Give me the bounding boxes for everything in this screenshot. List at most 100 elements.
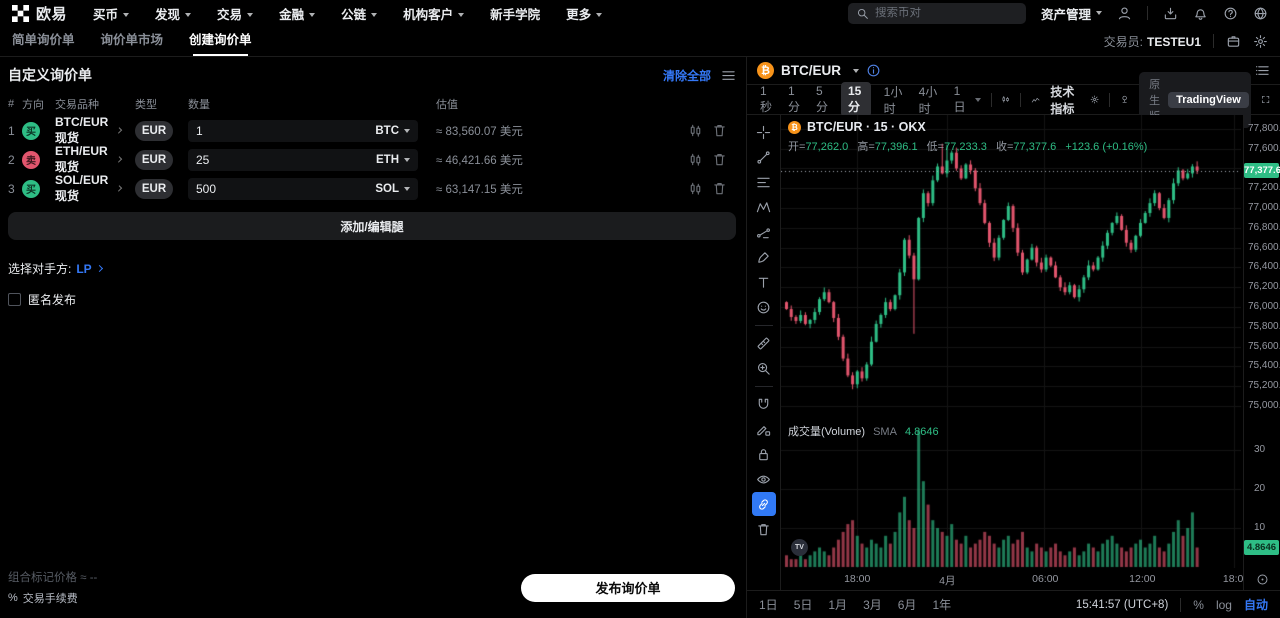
tab-create-rfq[interactable]: 创建询价单 [189, 26, 252, 56]
currency-pill[interactable]: EUR [135, 149, 173, 170]
fullscreen-icon[interactable] [1261, 92, 1270, 107]
tradingview-watermark-logo[interactable]: TV [791, 539, 808, 556]
nav-chain[interactable]: 公链 [341, 4, 378, 23]
brush-icon[interactable] [752, 245, 776, 269]
percent-scale-button[interactable]: % [1193, 597, 1204, 612]
range-1y[interactable]: 1年 [932, 598, 952, 612]
fib-retracement-icon[interactable] [752, 170, 776, 194]
timeframe-15m[interactable]: 15分 [841, 82, 871, 117]
ruler-icon[interactable] [752, 331, 776, 355]
log-scale-button[interactable]: log [1215, 597, 1232, 612]
column-settings-icon[interactable] [721, 68, 736, 83]
assets-menu[interactable]: 资产管理 [1041, 4, 1102, 23]
delete-leg-icon[interactable] [712, 123, 727, 138]
language-globe-icon[interactable] [1253, 6, 1268, 21]
unit-dropdown[interactable]: SOL [375, 183, 410, 195]
notifications-bell-icon[interactable] [1193, 6, 1208, 21]
nav-buy-crypto[interactable]: 买币 [93, 4, 130, 23]
delete-leg-icon[interactable] [712, 181, 727, 196]
amount-input[interactable] [196, 123, 370, 138]
chevron-down-icon[interactable] [853, 68, 859, 73]
amount-input[interactable] [196, 181, 370, 196]
instrument-selector[interactable]: ETH/EUR 现货 [55, 144, 135, 175]
nav-trade[interactable]: 交易 [217, 4, 254, 23]
hide-drawings-icon[interactable] [752, 467, 776, 491]
range-3mo[interactable]: 3月 [863, 598, 882, 612]
unit-dropdown[interactable]: BTC [375, 125, 410, 137]
chart-menu-icon[interactable] [1255, 63, 1270, 78]
user-icon[interactable] [1117, 6, 1132, 21]
text-icon[interactable] [752, 270, 776, 294]
unit-dropdown[interactable]: ETH [376, 154, 410, 166]
lock-drawings-icon[interactable] [752, 442, 776, 466]
chart-plot-area[interactable]: ₿ BTC/EUR · 15 · OKX 开=77,262.0 高=77,396… [781, 115, 1243, 568]
search-input[interactable] [874, 7, 995, 19]
nav-institutional[interactable]: 机构客户 [403, 4, 465, 23]
nav-more[interactable]: 更多 [566, 4, 603, 23]
add-edit-legs-button[interactable]: 添加/编辑腿 [8, 212, 736, 240]
draw-lock-icon[interactable] [752, 417, 776, 441]
timeframe-4h[interactable]: 4小时 [918, 84, 938, 116]
timeframe-1s[interactable]: 1秒 [760, 84, 773, 114]
forecast-icon[interactable] [752, 220, 776, 244]
zoom-in-icon[interactable] [752, 356, 776, 380]
chart-toolbar: 1秒 1分 5分 15分 1小时 4小时 1日 技术指标 原生版 Trading… [747, 71, 1280, 128]
counterparty-link[interactable]: LP [76, 261, 92, 276]
range-5d[interactable]: 5日 [793, 598, 813, 612]
settings-gear-icon[interactable] [1253, 34, 1268, 49]
clock-utc[interactable]: 15:41:57 (UTC+8) [1075, 598, 1169, 611]
timeframe-1d[interactable]: 1日 [953, 84, 966, 114]
nav-label: 金融 [279, 7, 305, 22]
symbol-title[interactable]: BTC/EUR [781, 63, 841, 78]
link-drawings-icon[interactable] [751, 492, 776, 516]
price-axis[interactable]: 77,377.6 4.8646 77,800.077,600.077,400.0… [1243, 115, 1280, 568]
candle-style-icon[interactable] [1001, 92, 1010, 107]
clear-all-link[interactable]: 清除全部 [662, 68, 711, 83]
portfolio-icon[interactable] [1226, 34, 1241, 49]
leg-chart-icon[interactable] [688, 123, 703, 138]
indicators-label[interactable]: 技术指标 [1050, 84, 1075, 116]
tab-simple-rfq[interactable]: 简单询价单 [12, 33, 75, 47]
trend-line-icon[interactable] [752, 145, 776, 169]
amount-field: SOL [188, 177, 418, 200]
tradingview-mode-button[interactable]: TradingView [1168, 91, 1249, 108]
nav-academy[interactable]: 新手学院 [490, 4, 540, 23]
auto-scale-button[interactable]: 自动 [1243, 598, 1268, 612]
instrument-selector[interactable]: SOL/EUR 现货 [55, 173, 135, 204]
help-icon[interactable] [1223, 6, 1238, 21]
emoji-icon[interactable] [752, 295, 776, 319]
okx-logo[interactable]: 欧易 [12, 3, 67, 24]
compare-icon[interactable] [1120, 92, 1129, 107]
range-6mo[interactable]: 6月 [897, 598, 917, 612]
indicator-settings-gear-icon[interactable] [1090, 92, 1099, 107]
anonymous-checkbox[interactable] [8, 293, 21, 306]
instrument-selector[interactable]: BTC/EUR 现货 [55, 115, 135, 146]
submit-rfq-button[interactable]: 发布询价单 [521, 573, 735, 602]
timeframe-1m[interactable]: 1分 [788, 84, 801, 114]
timezone-target-icon[interactable] [1256, 573, 1269, 586]
search-box[interactable] [847, 2, 1026, 24]
amount-input[interactable] [196, 152, 370, 167]
time-axis-labels[interactable]: 18:00 4月 06:00 12:00 18:00 [781, 568, 1243, 590]
range-1mo[interactable]: 1月 [828, 598, 848, 612]
time-axis[interactable]: 18:00 4月 06:00 12:00 18:00 [747, 568, 1280, 590]
download-app-icon[interactable] [1163, 6, 1178, 21]
magnet-icon[interactable] [752, 392, 776, 416]
nav-discover[interactable]: 发现 [155, 4, 192, 23]
nav-finance[interactable]: 金融 [279, 4, 316, 23]
currency-pill[interactable]: EUR [135, 120, 173, 141]
leg-chart-icon[interactable] [688, 152, 703, 167]
timeframe-1h[interactable]: 1小时 [883, 84, 903, 116]
delete-leg-icon[interactable] [712, 152, 727, 167]
chevron-down-icon[interactable] [974, 97, 981, 102]
delete-drawings-icon[interactable] [752, 517, 776, 541]
range-1d[interactable]: 1日 [759, 598, 778, 612]
currency-pill[interactable]: EUR [135, 178, 173, 199]
crosshair-icon[interactable] [752, 120, 776, 144]
tab-rfq-board[interactable]: 询价单市场 [100, 33, 164, 47]
timeframe-5m[interactable]: 5分 [816, 84, 829, 114]
xabcd-pattern-icon[interactable] [752, 195, 776, 219]
leg-chart-icon[interactable] [688, 181, 703, 196]
indicators-icon[interactable] [1031, 92, 1040, 107]
info-icon[interactable] [866, 63, 881, 78]
